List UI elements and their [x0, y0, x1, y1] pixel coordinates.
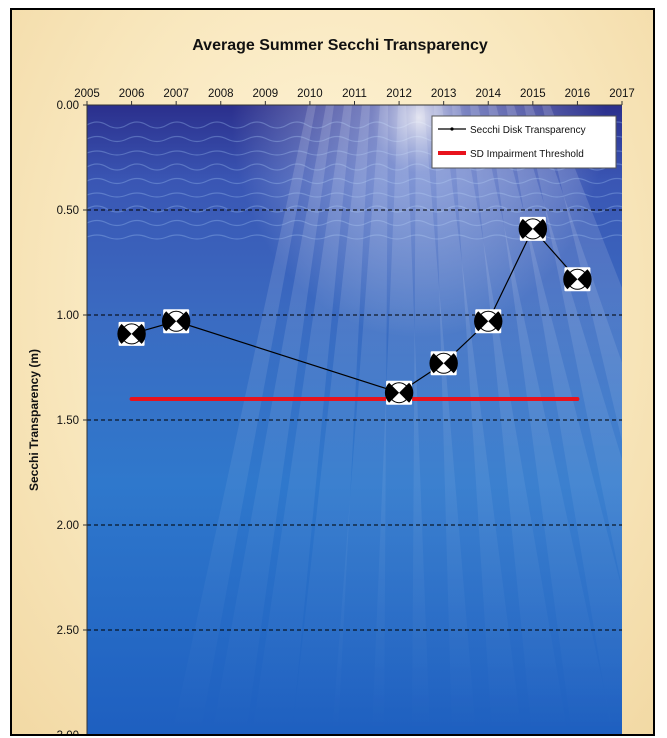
secchi-disk-quadrant-left — [161, 311, 177, 332]
secchi-data-point — [161, 309, 191, 334]
x-tick-label: 2016 — [565, 88, 591, 100]
x-axis-ticks: 2005 2006 2007 2008 2009 2010 2011 2012 2013 2014… — [74, 88, 635, 105]
secchi-disk-quadrant-right — [176, 311, 191, 332]
secchi-data-point — [474, 309, 503, 334]
y-tick-label: 2.50 — [57, 625, 79, 637]
gridlines — [87, 209, 622, 631]
x-tick-label: 2013 — [431, 88, 457, 100]
x-tick-label: 2014 — [475, 88, 501, 100]
secchi-disk-quadrant-right — [532, 218, 548, 239]
secchi-chart: Average Summer Secchi Transparency 2005 2… — [27, 37, 635, 734]
secchi-disk-quadrant-left — [117, 323, 132, 344]
secchi-data-point — [518, 216, 548, 241]
secchi-disk-quadrant-right — [399, 382, 414, 403]
legend-box — [431, 115, 617, 169]
y-axis-label: Secchi Transparency (m) — [27, 349, 41, 491]
y-tick-label: 1.00 — [57, 310, 79, 322]
x-tick-label: 2007 — [163, 88, 189, 100]
x-tick-label: 2006 — [119, 88, 145, 100]
x-tick-label: 2009 — [253, 88, 279, 100]
y-tick-label: 2.00 — [57, 520, 79, 532]
secchi-disk-quadrant-right — [443, 353, 458, 374]
secchi-disk-quadrant-left — [518, 218, 533, 239]
legend: Secchi Disk Transparency SD Impairment T… — [431, 115, 617, 169]
x-tick-label: 2008 — [208, 88, 234, 100]
x-tick-label: 2017 — [609, 88, 635, 100]
legend-marker-secchi — [450, 127, 454, 131]
y-tick-label: 0.00 — [57, 100, 79, 112]
secchi-data-point — [429, 351, 458, 376]
secchi-data-point — [563, 267, 592, 292]
x-tick-label: 2005 — [74, 88, 100, 100]
chart-title: Average Summer Secchi Transparency — [192, 37, 488, 54]
axes — [86, 104, 622, 734]
secchi-data-point — [384, 380, 414, 405]
secchi-disk-quadrant-right — [488, 311, 503, 332]
x-tick-label: 2011 — [342, 88, 367, 100]
secchi-disk-quadrant-left — [384, 382, 400, 403]
secchi-disk-quadrant-left — [429, 353, 444, 374]
x-tick-label: 2015 — [520, 88, 546, 100]
series-layer — [117, 216, 592, 405]
secchi-disk-quadrant-left — [563, 269, 578, 290]
y-tick-label: 3.00 — [57, 730, 79, 734]
legend-label-threshold: SD Impairment Threshold — [470, 149, 584, 160]
secchi-disk-quadrant-left — [474, 311, 489, 332]
y-tick-label: 1.50 — [57, 415, 79, 427]
plot-area-background — [87, 105, 622, 734]
x-tick-label: 2012 — [386, 88, 412, 100]
x-tick-label: 2010 — [297, 88, 323, 100]
secchi-disk-quadrant-right — [577, 269, 592, 290]
legend-label-secchi: Secchi Disk Transparency — [470, 125, 586, 136]
secchi-disk-quadrant-right — [131, 323, 146, 344]
y-tick-label: 0.50 — [57, 205, 79, 217]
secchi-data-point — [117, 321, 146, 346]
chart-frame: Average Summer Secchi Transparency 2005 2… — [10, 8, 655, 736]
legend-entry-threshold: SD Impairment Threshold — [438, 149, 584, 160]
legend-entry-secchi: Secchi Disk Transparency — [438, 125, 586, 136]
y-axis-ticks: 0.00 0.50 1.00 1.50 2.00 2.50 3.00 — [57, 100, 87, 734]
